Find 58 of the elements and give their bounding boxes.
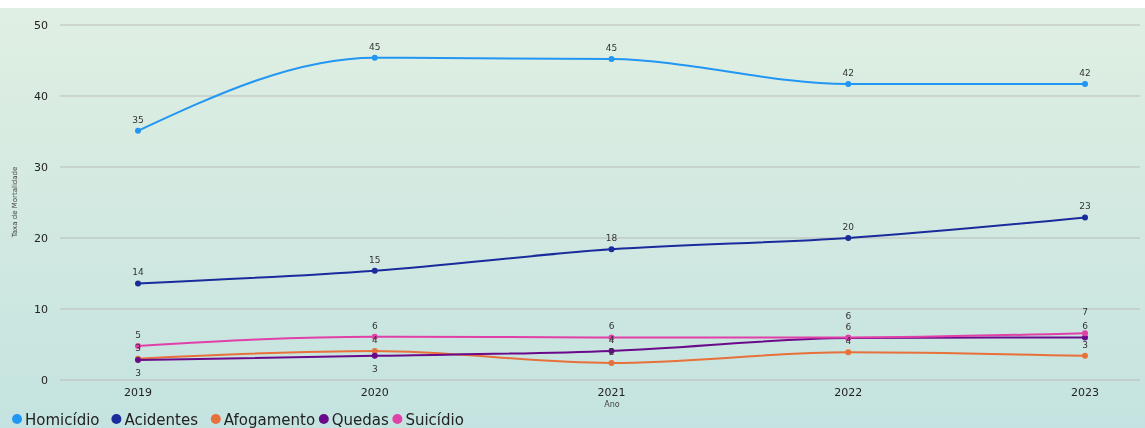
data-label: 4 bbox=[845, 336, 852, 347]
point bbox=[608, 246, 615, 253]
x-tick-label: 2019 bbox=[124, 386, 152, 399]
legend-label: Suicídio bbox=[405, 410, 464, 428]
data-label: 35 bbox=[132, 114, 144, 125]
point bbox=[1082, 352, 1088, 359]
data-label: 4 bbox=[608, 334, 615, 345]
point bbox=[135, 127, 141, 134]
x-tick-label: 2023 bbox=[1071, 386, 1099, 399]
data-label: 45 bbox=[369, 41, 381, 52]
legend-label: Acidentes bbox=[124, 410, 199, 428]
data-label: 18 bbox=[605, 233, 618, 244]
point bbox=[845, 349, 852, 356]
point bbox=[845, 235, 852, 241]
data-label: 6 bbox=[845, 311, 852, 322]
data-label: 5 bbox=[135, 329, 141, 340]
data-label: 20 bbox=[842, 222, 855, 232]
x-axis-title: Ano bbox=[604, 400, 620, 409]
data-label: 6 bbox=[608, 321, 615, 332]
point bbox=[371, 267, 378, 274]
data-label: 14 bbox=[132, 267, 144, 278]
y-tick-label: 20 bbox=[34, 232, 48, 245]
point bbox=[608, 56, 615, 63]
point bbox=[1082, 214, 1088, 221]
data-label: 6 bbox=[1082, 321, 1089, 332]
x-tick-label: 2021 bbox=[597, 386, 626, 399]
y-tick-label: 0 bbox=[41, 374, 48, 387]
point bbox=[845, 80, 852, 87]
data-label: 3 bbox=[135, 342, 141, 353]
point bbox=[1082, 80, 1088, 87]
data-label: 42 bbox=[1079, 67, 1091, 78]
data-label: 2 bbox=[608, 346, 615, 357]
legend-label: Afogamento bbox=[223, 410, 316, 428]
data-label: 6 bbox=[371, 320, 378, 331]
data-label: 3 bbox=[371, 363, 378, 374]
point bbox=[371, 352, 378, 359]
data-label: 3 bbox=[1082, 339, 1088, 350]
y-tick-label: 10 bbox=[34, 303, 48, 316]
point bbox=[371, 54, 378, 61]
data-label: 4 bbox=[371, 334, 378, 345]
y-tick-label: 40 bbox=[34, 90, 48, 103]
point bbox=[608, 359, 615, 366]
point bbox=[371, 347, 378, 354]
data-label: 7 bbox=[1082, 307, 1088, 318]
data-label: 3 bbox=[135, 368, 141, 379]
data-label: 42 bbox=[842, 67, 854, 78]
data-label: 23 bbox=[1079, 201, 1091, 212]
point bbox=[135, 280, 141, 287]
y-tick-label: 30 bbox=[34, 161, 48, 174]
legend-label: Quedas bbox=[331, 410, 390, 428]
data-label: 15 bbox=[369, 254, 381, 265]
y-tick-label: 50 bbox=[34, 19, 48, 32]
point bbox=[1082, 330, 1088, 337]
legend-label: Homicídio bbox=[25, 410, 100, 428]
data-label: 6 bbox=[845, 322, 852, 333]
data-label: 45 bbox=[605, 43, 618, 54]
x-tick-label: 2022 bbox=[834, 386, 863, 399]
x-tick-label: 2020 bbox=[360, 386, 389, 399]
